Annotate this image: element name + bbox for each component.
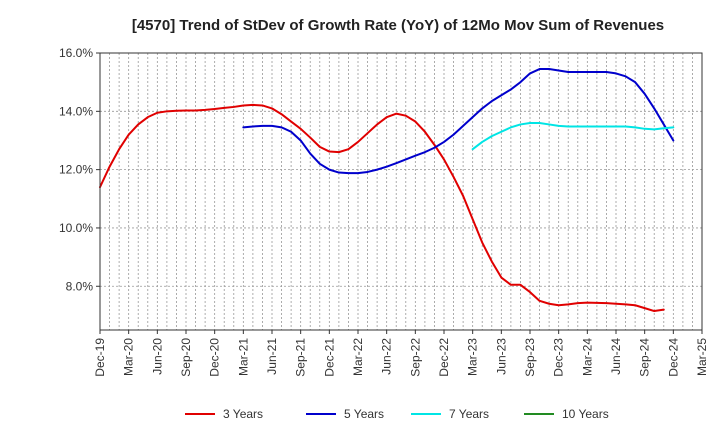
x-tick-label: Jun-22 — [380, 338, 394, 375]
x-tick-label: Dec-20 — [208, 338, 222, 377]
x-axis: Dec-19 Mar-20 Jun-20 Sep-20 Dec-20 Mar-21 Jun-… — [93, 330, 709, 377]
chart-title: [4570] Trend of StDev of Growth Rate (Yo… — [132, 17, 664, 34]
x-tick-label: Sep-23 — [523, 338, 537, 377]
y-tick-label: 12.0% — [59, 163, 93, 177]
y-axis: 8.0% 10.0% 12.0% 14.0% 16.0% — [59, 46, 100, 293]
legend: 3 Years 5 Years 7 Years 10 Years — [185, 407, 609, 421]
series-line-5-years — [242, 68, 675, 175]
x-tick-label: Dec-21 — [322, 338, 336, 377]
y-tick-label: 8.0% — [66, 279, 94, 293]
x-tick-label: Dec-24 — [666, 338, 680, 377]
x-tick-label: Sep-20 — [179, 338, 193, 377]
series-line-3-years — [99, 103, 665, 313]
legend-label: 7 Years — [449, 407, 489, 421]
legend-label: 10 Years — [562, 407, 609, 421]
x-tick-label: Mar-22 — [351, 338, 365, 376]
legend-label: 5 Years — [344, 407, 384, 421]
x-tick-label: Dec-19 — [93, 338, 107, 377]
x-tick-label: Mar-25 — [695, 338, 709, 376]
x-tick-label: Dec-23 — [552, 338, 566, 377]
x-tick-label: Sep-24 — [638, 338, 652, 377]
x-tick-label: Sep-22 — [408, 338, 422, 377]
x-tick-label: Jun-21 — [265, 338, 279, 375]
x-tick-label: Mar-23 — [466, 338, 480, 376]
series-line-7-years — [471, 121, 675, 151]
grid — [99, 52, 703, 330]
x-tick-label: Dec-22 — [437, 338, 451, 377]
legend-label: 3 Years — [223, 407, 263, 421]
x-tick-label: Jun-23 — [494, 338, 508, 375]
y-tick-label: 16.0% — [59, 46, 93, 60]
x-tick-label: Sep-21 — [294, 338, 308, 377]
x-tick-label: Mar-21 — [236, 338, 250, 376]
x-tick-label: Mar-24 — [580, 338, 594, 376]
plot-frame — [99, 52, 703, 331]
x-tick-label: Mar-20 — [122, 338, 136, 376]
y-tick-label: 10.0% — [59, 221, 93, 235]
x-tick-label: Jun-24 — [609, 338, 623, 375]
series-lines — [99, 68, 675, 313]
y-tick-label: 14.0% — [59, 104, 93, 118]
x-tick-label: Jun-20 — [150, 338, 164, 375]
